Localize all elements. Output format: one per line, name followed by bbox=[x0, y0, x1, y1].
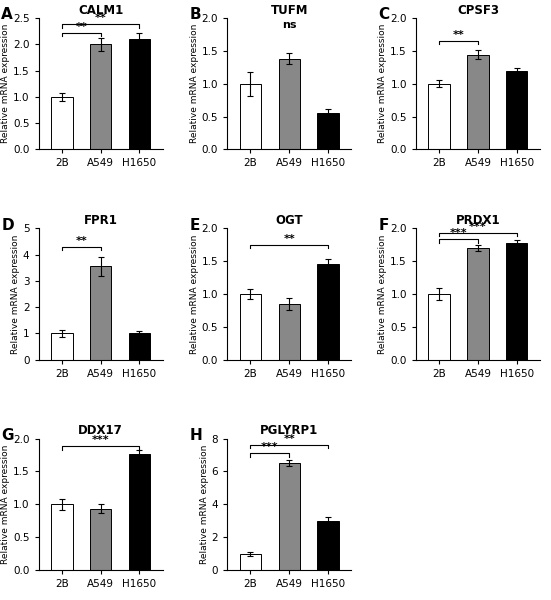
Bar bbox=[279, 304, 300, 360]
Text: H: H bbox=[190, 428, 203, 443]
Text: ***: *** bbox=[450, 229, 467, 238]
Y-axis label: Relative mRNA expression: Relative mRNA expression bbox=[11, 235, 20, 353]
Text: ***: *** bbox=[92, 436, 110, 445]
Bar bbox=[51, 334, 73, 360]
Bar bbox=[317, 113, 339, 149]
Bar bbox=[129, 454, 150, 570]
Bar bbox=[317, 264, 339, 360]
Title: OGT: OGT bbox=[276, 214, 303, 227]
Y-axis label: Relative mRNA expression: Relative mRNA expression bbox=[1, 24, 10, 143]
Bar bbox=[429, 84, 450, 149]
Text: **: ** bbox=[283, 234, 295, 244]
Text: **: ** bbox=[95, 13, 106, 23]
Text: **: ** bbox=[453, 30, 464, 40]
Text: ***: *** bbox=[261, 442, 279, 452]
Text: A: A bbox=[1, 7, 13, 22]
Bar bbox=[129, 334, 150, 360]
Bar bbox=[467, 248, 489, 360]
Bar bbox=[279, 59, 300, 149]
Bar bbox=[240, 84, 261, 149]
Bar bbox=[506, 71, 527, 149]
Bar bbox=[429, 294, 450, 360]
Text: D: D bbox=[1, 218, 14, 233]
Bar bbox=[51, 97, 73, 149]
Text: B: B bbox=[190, 7, 202, 22]
Bar bbox=[467, 55, 489, 149]
Bar bbox=[240, 294, 261, 360]
Text: ***: *** bbox=[469, 222, 487, 232]
Bar bbox=[240, 554, 261, 570]
Text: **: ** bbox=[75, 236, 87, 245]
Text: C: C bbox=[379, 7, 390, 22]
Text: G: G bbox=[1, 428, 14, 443]
Title: CALM1: CALM1 bbox=[78, 4, 123, 17]
Text: ns: ns bbox=[282, 20, 296, 30]
Title: CPSF3: CPSF3 bbox=[457, 4, 499, 17]
Bar bbox=[51, 504, 73, 570]
Bar bbox=[129, 39, 150, 149]
Y-axis label: Relative mRNA expression: Relative mRNA expression bbox=[190, 24, 199, 143]
Text: F: F bbox=[379, 218, 389, 233]
Title: DDX17: DDX17 bbox=[78, 424, 123, 437]
Bar bbox=[90, 44, 111, 149]
Bar bbox=[317, 521, 339, 570]
Title: PGLYRP1: PGLYRP1 bbox=[260, 424, 318, 437]
Text: **: ** bbox=[283, 434, 295, 444]
Text: **: ** bbox=[75, 22, 87, 32]
Title: FPR1: FPR1 bbox=[84, 214, 117, 227]
Title: TUFM: TUFM bbox=[271, 4, 308, 17]
Y-axis label: Relative mRNA expression: Relative mRNA expression bbox=[200, 445, 209, 564]
Y-axis label: Relative mRNA expression: Relative mRNA expression bbox=[379, 24, 387, 143]
Bar bbox=[90, 266, 111, 360]
Y-axis label: Relative mRNA expression: Relative mRNA expression bbox=[379, 235, 387, 353]
Bar bbox=[90, 509, 111, 570]
Bar bbox=[279, 463, 300, 570]
Y-axis label: Relative mRNA expression: Relative mRNA expression bbox=[190, 235, 199, 353]
Bar bbox=[506, 243, 527, 360]
Text: E: E bbox=[190, 218, 201, 233]
Title: PRDX1: PRDX1 bbox=[456, 214, 500, 227]
Y-axis label: Relative mRNA expression: Relative mRNA expression bbox=[1, 445, 10, 564]
